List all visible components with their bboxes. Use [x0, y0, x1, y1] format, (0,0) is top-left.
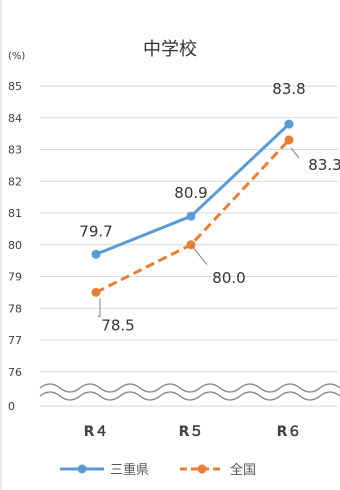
axis-break-wave-bottom [39, 391, 340, 401]
series [91, 119, 294, 297]
y-tick-label: 84 [8, 112, 22, 125]
data-label: 80.0 [212, 269, 245, 287]
y-tick-label: 78 [8, 302, 22, 315]
x-category-label: R４ [84, 424, 109, 440]
legend-swatch-marker [197, 464, 207, 474]
x-axis-categories: R４ R５ R６ [84, 424, 302, 440]
data-label: 79.7 [79, 222, 112, 240]
y-tick-label: 79 [8, 271, 22, 284]
data-point [91, 287, 101, 297]
y-tick-label: 77 [8, 334, 22, 347]
y-tick-label: 85 [8, 80, 22, 93]
data-point [284, 119, 294, 129]
legend-swatch-marker [77, 464, 87, 474]
legend: 三重県 全国 [60, 462, 256, 478]
legend-label: 全国 [230, 462, 256, 478]
data-label-leader [190, 244, 208, 266]
data-label: 83.3 [308, 156, 340, 174]
y-tick-label: 80 [8, 239, 22, 252]
data-labels: 79.7 80.9 83.8 78.5 80.0 83.3 [79, 80, 340, 334]
data-label-leader [290, 147, 300, 159]
legend-label: 三重県 [110, 462, 149, 478]
x-category-label: R６ [277, 424, 302, 440]
data-label: 83.8 [272, 80, 305, 98]
y-axis-unit: (%) [8, 51, 25, 62]
chart-title: 中学校 [143, 39, 197, 60]
data-point [186, 211, 196, 221]
data-label: 78.5 [101, 316, 134, 334]
data-label: 80.9 [174, 184, 207, 202]
axis-break-wave-top [39, 383, 340, 393]
y-tick-label: 82 [8, 175, 22, 188]
y-tick-label: 81 [8, 207, 22, 220]
x-category-label: R５ [179, 424, 204, 440]
y-axis-ticks: 85 84 83 82 81 80 79 78 77 76 0 [8, 80, 22, 413]
y-tick-label: 0 [8, 400, 15, 413]
data-point [91, 249, 101, 259]
y-tick-label: 83 [8, 144, 22, 157]
data-label-leader [98, 298, 101, 317]
y-tick-label: 76 [8, 366, 22, 379]
axis-break-mark [39, 383, 340, 401]
data-point [284, 135, 294, 145]
